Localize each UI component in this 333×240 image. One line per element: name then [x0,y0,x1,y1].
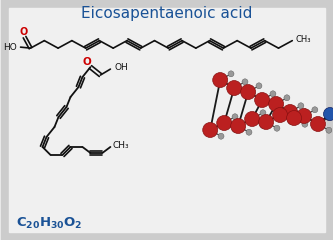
Circle shape [228,71,234,77]
Text: CH₃: CH₃ [295,35,311,44]
Circle shape [218,133,224,139]
Circle shape [218,121,224,127]
Text: O: O [82,57,91,67]
Circle shape [255,93,270,108]
Text: HO: HO [3,43,17,52]
Text: O: O [19,27,28,37]
Circle shape [246,129,252,135]
Circle shape [312,119,318,125]
Circle shape [269,96,284,112]
Circle shape [274,125,280,131]
Circle shape [297,108,312,124]
Circle shape [302,121,308,127]
Circle shape [270,91,276,97]
Text: Eicosapentaenoic acid: Eicosapentaenoic acid [81,6,252,21]
Circle shape [302,109,308,115]
Circle shape [260,122,266,128]
Text: CH₃: CH₃ [113,141,129,150]
Circle shape [312,107,318,113]
Circle shape [298,115,304,121]
Circle shape [298,103,304,109]
Circle shape [256,95,262,101]
Circle shape [242,91,248,97]
Text: $\mathregular{C_{20}H_{30}O_2}$: $\mathregular{C_{20}H_{30}O_2}$ [16,216,82,231]
Circle shape [284,95,290,101]
Circle shape [242,79,248,85]
Circle shape [232,126,238,132]
Circle shape [311,116,326,132]
Circle shape [270,103,276,109]
Circle shape [326,127,332,133]
Circle shape [217,115,232,131]
Circle shape [274,113,280,119]
Circle shape [288,118,294,124]
Circle shape [245,112,260,126]
Circle shape [260,110,266,116]
Circle shape [246,117,252,123]
Circle shape [256,83,262,89]
Circle shape [283,105,298,120]
Circle shape [288,106,294,112]
Circle shape [259,114,274,130]
Circle shape [326,115,332,121]
Circle shape [232,114,238,120]
Circle shape [324,108,333,120]
Text: OH: OH [115,63,128,72]
Circle shape [287,110,302,126]
Circle shape [228,83,234,89]
Circle shape [203,122,218,138]
Circle shape [231,119,246,133]
Circle shape [227,81,242,96]
Circle shape [213,72,228,88]
Circle shape [284,107,290,113]
Circle shape [273,108,288,122]
Circle shape [241,84,256,100]
